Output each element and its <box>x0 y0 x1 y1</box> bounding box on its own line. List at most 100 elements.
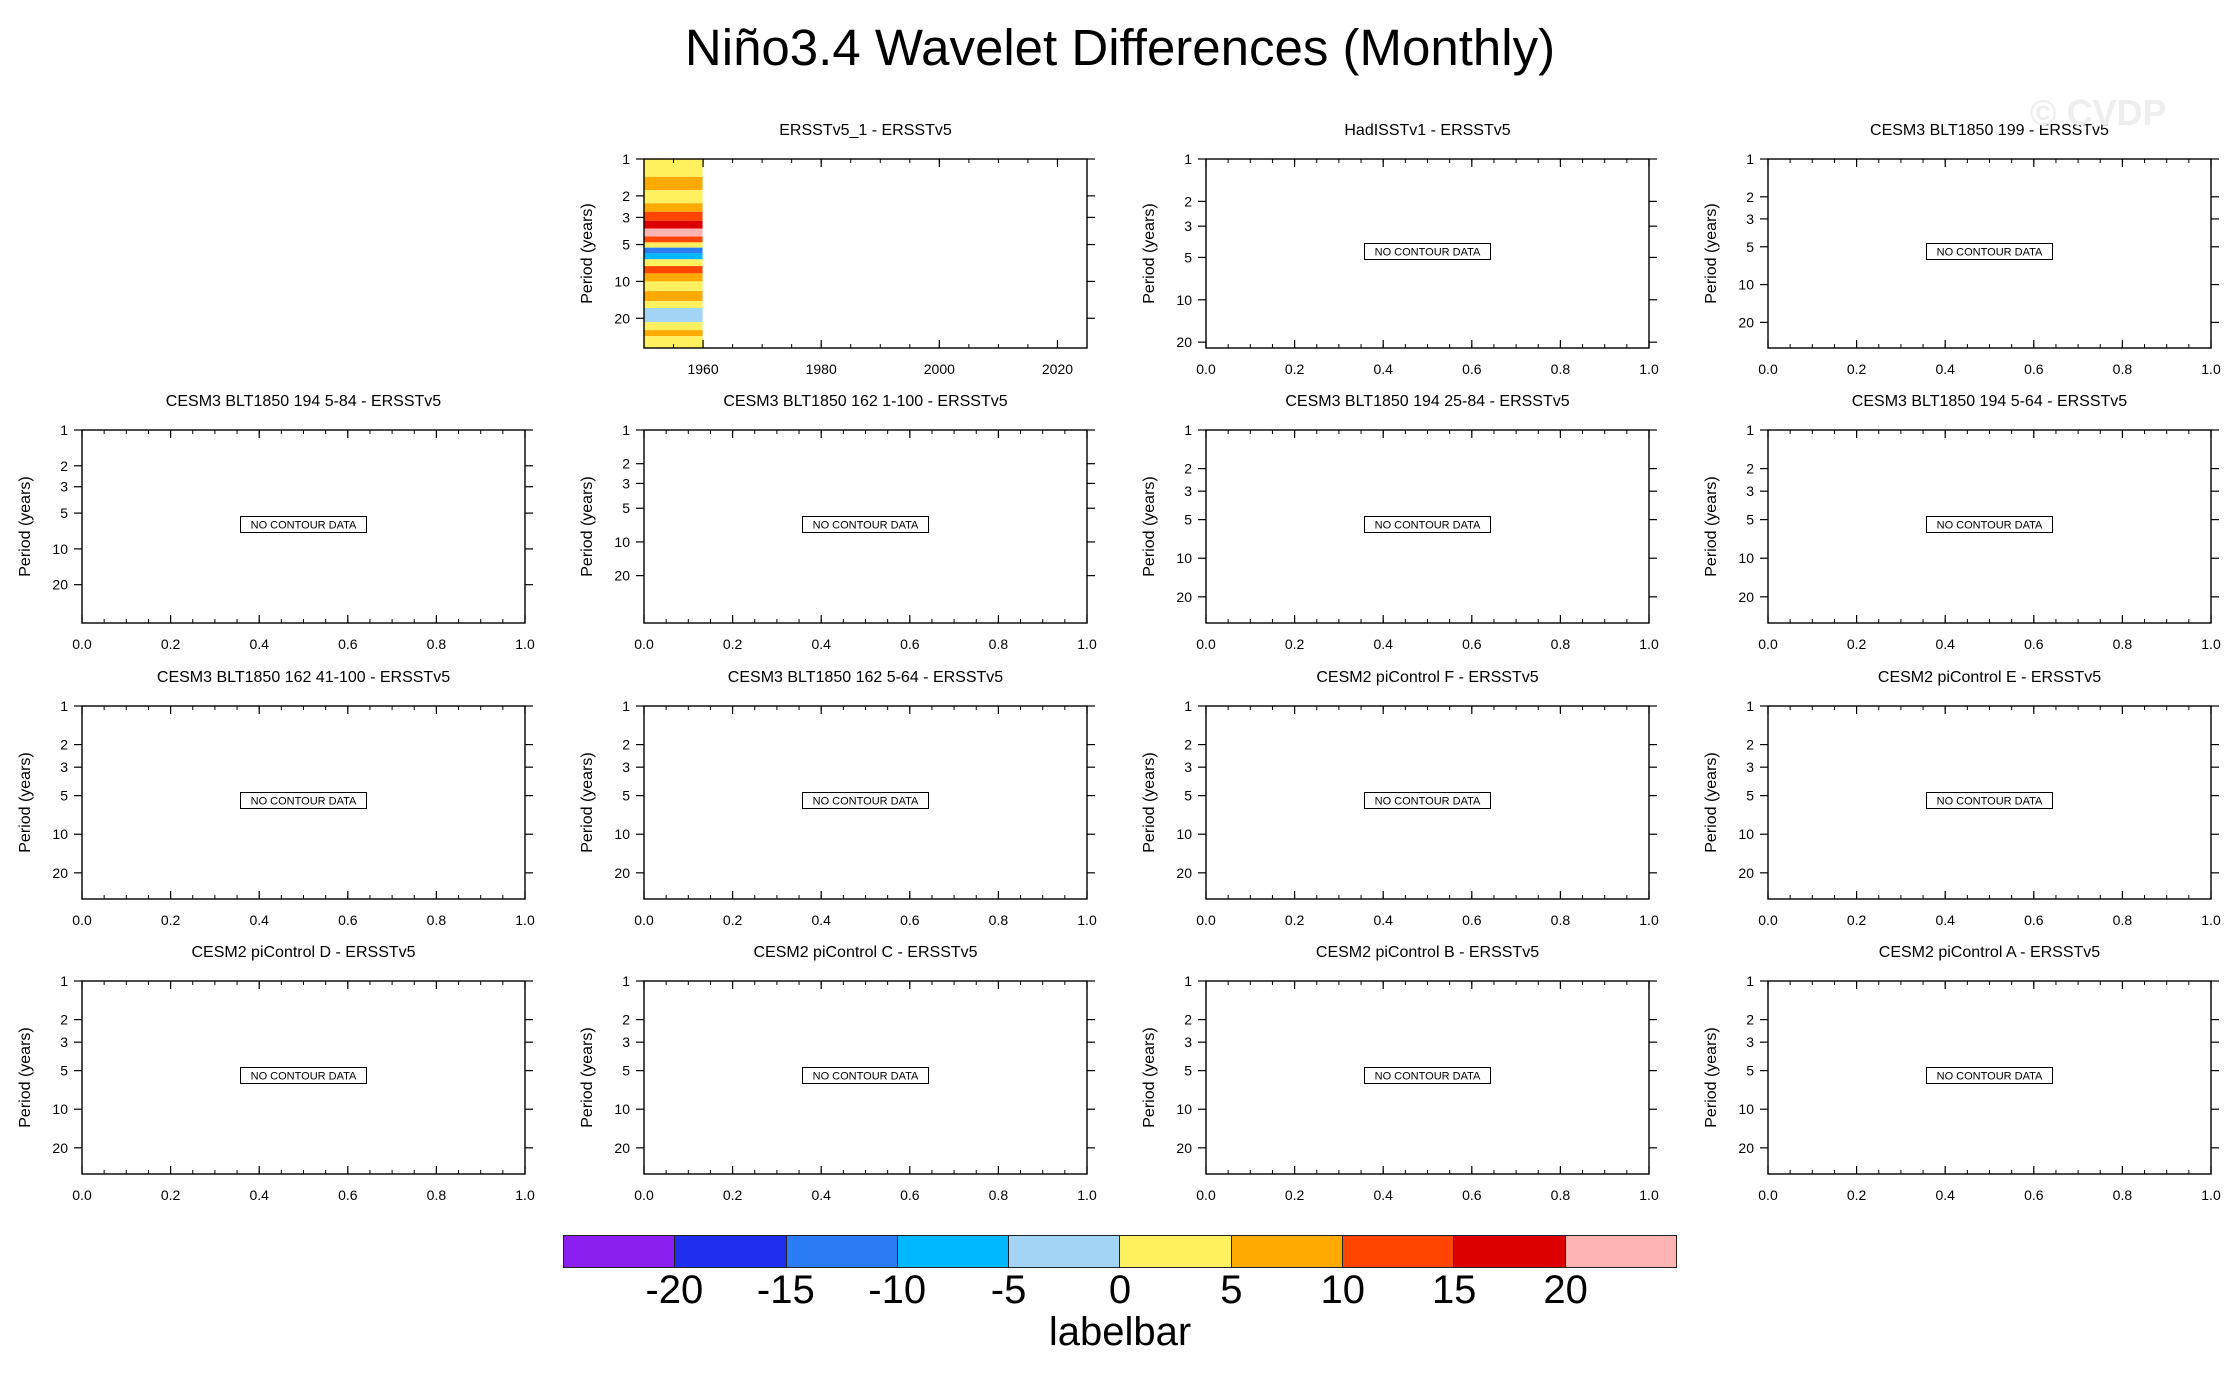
no-data-border <box>802 516 929 533</box>
contour-band <box>644 253 704 260</box>
y-tick-label: 1 <box>60 698 68 714</box>
y-tick-label: 3 <box>1184 483 1192 499</box>
wavelet-panel-4: CESM3 BLT1850 194 5-84 - ERSSTv5 0.0 0.2 0.… <box>17 393 535 652</box>
y-tick-label: 3 <box>1184 759 1192 775</box>
y-tick-label: 5 <box>622 788 630 804</box>
y-tick-label: 1 <box>622 973 630 989</box>
y-tick-label: 1 <box>60 422 68 438</box>
y-tick-label: 2 <box>1746 1012 1754 1028</box>
y-tick-label: 3 <box>622 475 630 491</box>
y-tick-label: 10 <box>1738 550 1754 566</box>
panel-title: CESM2 piControl D - ERSSTv5 <box>191 944 415 961</box>
y-tick-label: 20 <box>1738 314 1754 330</box>
no-contour-data-box: NO CONTOUR DATA <box>1926 516 2053 533</box>
x-tick-label: 0.6 <box>338 912 358 928</box>
y-tick-label: 2 <box>1184 461 1192 477</box>
x-tick-label: 0.8 <box>989 636 1009 652</box>
x-tick-label: 0.8 <box>2113 1187 2133 1203</box>
no-data-border <box>1364 1067 1491 1084</box>
wavelet-panel-9: CESM3 BLT1850 162 5-64 - ERSSTv5 0.0 0.2 0.… <box>579 669 1097 928</box>
x-tick-label: 1.0 <box>515 636 535 652</box>
contour-band <box>644 159 704 177</box>
colorbar-tick-label: 15 <box>1431 1268 1477 1312</box>
x-tick-label: 0.2 <box>1847 912 1867 928</box>
y-tick-label: 2 <box>1746 737 1754 753</box>
contour-band <box>644 220 704 229</box>
x-tick-label: 1.0 <box>1077 1187 1097 1203</box>
colorbar-tick-label: 10 <box>1320 1268 1366 1312</box>
no-data-border <box>1364 792 1491 809</box>
contour-band <box>644 336 704 348</box>
no-data-border <box>1926 243 2053 260</box>
x-tick-label: 0.0 <box>1196 912 1216 928</box>
x-tick-label: 0.8 <box>1551 636 1571 652</box>
contour-band <box>644 291 704 302</box>
y-tick-label: 3 <box>60 1034 68 1050</box>
no-data-text: NO CONTOUR DATA <box>251 520 357 532</box>
x-tick-label: 0.0 <box>1196 1187 1216 1203</box>
x-tick-label: 0.2 <box>1285 636 1305 652</box>
no-data-text: NO CONTOUR DATA <box>1937 1071 2043 1083</box>
y-tick-label: 20 <box>1738 865 1754 881</box>
y-tick-label: 1 <box>622 698 630 714</box>
no-data-border <box>1926 792 2053 809</box>
wavelet-panel-13: CESM2 piControl C - ERSSTv5 0.0 0.2 0.4 0.6 0… <box>579 944 1097 1203</box>
no-data-border <box>240 792 367 809</box>
x-tick-label: 1.0 <box>1077 912 1097 928</box>
x-tick-label: 0.0 <box>72 912 92 928</box>
y-axis-label: Period (years) <box>17 476 34 576</box>
panel-title: CESM3 BLT1850 162 5-64 - ERSSTv5 <box>728 669 1003 686</box>
x-tick-label: 0.8 <box>1551 912 1571 928</box>
y-tick-label: 10 <box>1176 550 1192 566</box>
y-tick-label: 3 <box>622 759 630 775</box>
y-axis-label: Period (years) <box>17 752 34 852</box>
y-tick-label: 10 <box>52 826 68 842</box>
x-tick-label: 0.6 <box>338 1187 358 1203</box>
y-tick-label: 2 <box>622 456 630 472</box>
no-contour-data-box: NO CONTOUR DATA <box>802 792 929 809</box>
y-tick-label: 5 <box>1184 249 1192 265</box>
contour-band <box>644 266 704 274</box>
y-tick-label: 20 <box>1738 589 1754 605</box>
x-tick-label: 1960 <box>687 361 718 377</box>
x-tick-label: 1.0 <box>1639 636 1659 652</box>
y-tick-label: 5 <box>622 1063 630 1079</box>
colorbar-ticks: -20 -15 -10 -5 0 5 10 15 20 <box>563 1268 1677 1316</box>
wavelet-panel-11: CESM2 piControl E - ERSSTv5 0.0 0.2 0.4 0.6 0… <box>1703 669 2221 928</box>
y-tick-label: 3 <box>60 759 68 775</box>
y-tick-label: 10 <box>1176 292 1192 308</box>
no-contour-data-box: NO CONTOUR DATA <box>1364 792 1491 809</box>
y-tick-label: 3 <box>1184 218 1192 234</box>
contour-band <box>644 176 704 191</box>
plot-frame <box>643 158 1088 349</box>
y-tick-label: 5 <box>60 505 68 521</box>
y-axis-label: Period (years) <box>1703 1027 1720 1127</box>
x-tick-label: 0.8 <box>2113 361 2133 377</box>
x-tick-label: 0.4 <box>249 912 269 928</box>
panel-title: CESM2 piControl B - ERSSTv5 <box>1316 944 1539 961</box>
x-tick-label: 0.6 <box>1462 912 1482 928</box>
x-tick-label: 0.6 <box>900 636 920 652</box>
x-tick-label: 1.0 <box>1639 361 1659 377</box>
y-tick-label: 1 <box>1184 698 1192 714</box>
y-tick-label: 3 <box>1746 759 1754 775</box>
wavelet-panel-6: CESM3 BLT1850 194 25-84 - ERSSTv5 0.0 0.2 0… <box>1141 393 1659 652</box>
contour-band <box>644 330 704 337</box>
y-tick-label: 10 <box>614 1101 630 1117</box>
figure-title: Niño3.4 Wavelet Differences (Monthly) <box>684 19 1556 76</box>
x-tick-label: 1.0 <box>1077 636 1097 652</box>
x-tick-label: 0.0 <box>72 1187 92 1203</box>
no-data-border <box>802 792 929 809</box>
watermark: © CVDP <box>2030 92 2167 133</box>
y-tick-label: 20 <box>52 577 68 593</box>
colorbar-tick-label: 5 <box>1220 1268 1243 1312</box>
y-axis-label: Period (years) <box>579 203 596 303</box>
no-data-border <box>1364 516 1491 533</box>
y-tick-label: 2 <box>60 458 68 474</box>
panel-title: CESM3 BLT1850 162 1-100 - ERSSTv5 <box>723 393 1007 410</box>
x-tick-label: 0.0 <box>634 1187 654 1203</box>
y-tick-label: 10 <box>614 826 630 842</box>
y-tick-label: 1 <box>622 422 630 438</box>
panel-title: CESM2 piControl F - ERSSTv5 <box>1316 669 1538 686</box>
y-tick-label: 10 <box>1738 1101 1754 1117</box>
